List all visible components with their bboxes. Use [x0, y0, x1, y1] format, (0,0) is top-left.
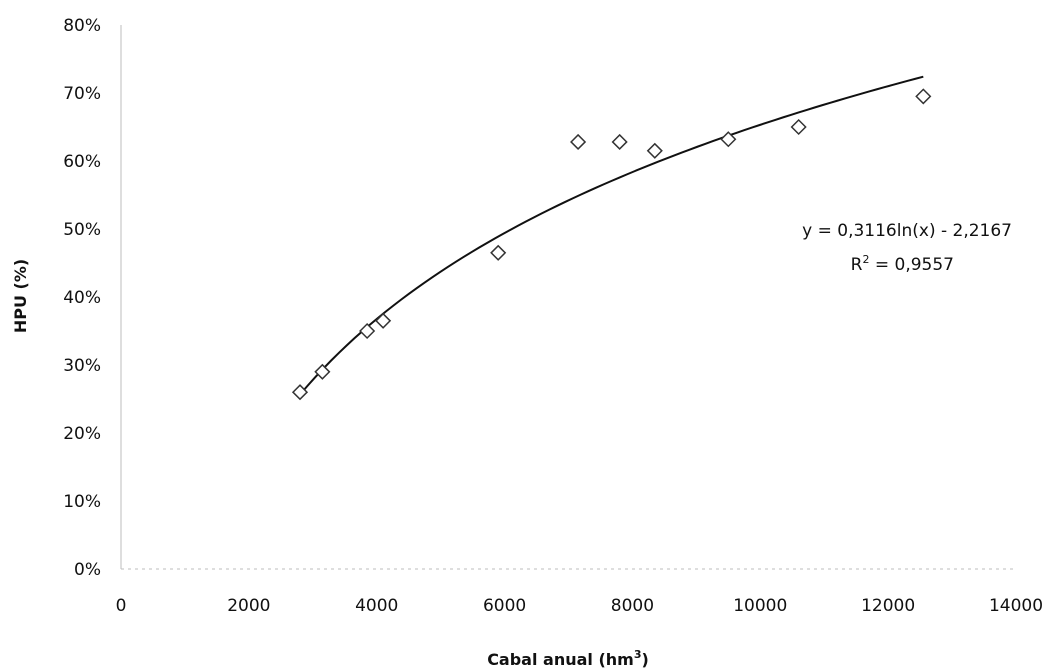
y-tick-label: 0%: [74, 560, 101, 580]
y-tick-label: 60%: [63, 152, 101, 172]
x-axis-title: Cabal anual (hm3): [487, 648, 649, 669]
x-tick-label: 12000: [861, 596, 915, 616]
y-tick-labels: 0% 10% 20% 30% 40% 50% 60% 70% 80%: [63, 16, 101, 580]
y-tick-label: 70%: [63, 84, 101, 104]
x-axis-title-end: ): [642, 650, 649, 669]
r2-suffix: = 0,9557: [869, 255, 954, 275]
y-axis-title: HPU (%): [11, 259, 30, 333]
data-point-diamond: [790, 118, 807, 136]
data-point-diamond: [490, 244, 507, 261]
y-tick-label: 10%: [63, 492, 101, 512]
data-point-diamond: [375, 312, 392, 329]
trendline: [299, 75, 924, 396]
x-tick-label: 4000: [355, 596, 398, 616]
x-tick-labels: 0 2000 4000 6000 8000 10000 12000 14000: [116, 596, 1043, 616]
x-tick-label: 10000: [733, 596, 787, 616]
y-tick-label: 40%: [63, 288, 101, 308]
trendline-equation: y = 0,3116ln(x) - 2,2167: [802, 221, 1012, 241]
x-axis-title-main: Cabal anual (hm: [487, 650, 634, 669]
x-tick-label: 0: [116, 596, 127, 616]
r2-sup: 2: [862, 253, 869, 266]
data-point-diamond: [359, 322, 376, 340]
trendline-r2: R2 = 0,9557: [851, 253, 954, 275]
data-point-diamond: [611, 133, 628, 151]
x-tick-label: 8000: [611, 596, 654, 616]
y-tick-label: 50%: [63, 220, 101, 240]
data-point-diamond: [720, 131, 737, 148]
data-point-diamond: [646, 142, 663, 159]
data-points: [291, 88, 932, 401]
x-tick-label: 6000: [483, 596, 526, 616]
y-tick-label: 80%: [63, 16, 101, 36]
data-point-diamond: [915, 88, 932, 105]
x-axis-title-sup: 3: [634, 648, 642, 661]
r2-prefix: R: [851, 255, 863, 275]
y-tick-label: 30%: [63, 356, 101, 376]
data-point-diamond: [291, 384, 309, 401]
data-point-diamond: [570, 133, 587, 151]
y-tick-label: 20%: [63, 424, 101, 444]
x-tick-label: 2000: [227, 596, 270, 616]
data-point-diamond: [314, 363, 331, 380]
x-tick-label: 14000: [989, 596, 1043, 616]
